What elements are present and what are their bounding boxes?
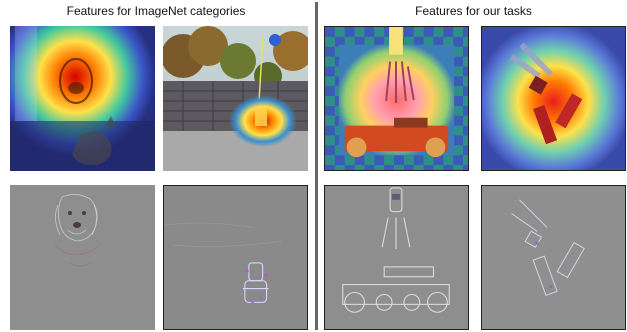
fire-hydrant-heatmap-image [163,26,308,171]
robot-arm-saliency-panel [324,185,469,330]
fire-hydrant-saliency-image [164,186,307,329]
dog-saliency-panel [10,185,155,330]
fire-hydrant-heatmap-panel [163,26,308,171]
right-heading: Features for our tasks [415,4,532,18]
robot-gripper-heatmap-image [482,27,625,170]
robot-arm-saliency-image [325,186,468,329]
dog-and-cat-heatmap-image [10,26,155,171]
robot-gripper-saliency-panel [481,185,626,330]
column-divider [315,2,318,330]
left-heading: Features for ImageNet categories [66,4,246,18]
dog-saliency-image [10,185,155,330]
fire-hydrant-saliency-panel [163,185,308,330]
robot-arm-heatmap-image [325,27,468,170]
dog-and-cat-heatmap-panel [10,26,155,171]
robot-gripper-heatmap-panel [481,26,626,171]
robot-arm-heatmap-panel [324,26,469,171]
robot-gripper-saliency-image [482,186,625,329]
